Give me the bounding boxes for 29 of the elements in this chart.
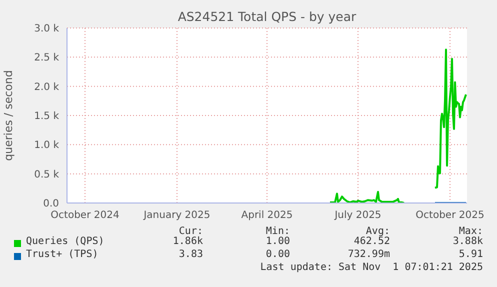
y-tick-label: 2.5 k xyxy=(34,52,60,64)
text: 5.91 xyxy=(458,249,483,260)
x-tick-label: July 2025 xyxy=(334,210,382,222)
y-tick-label: 1.5 k xyxy=(34,111,60,122)
y-tick-label: 2.0 k xyxy=(34,82,60,93)
text: 1.00 xyxy=(266,236,290,247)
text: 0.00 xyxy=(266,249,290,260)
legend-label: Trust+ (TPS) xyxy=(26,249,98,260)
y-tick-label: 0.0 xyxy=(43,198,59,210)
text: Max: xyxy=(458,226,483,237)
y-axis-title: queries / second xyxy=(2,70,15,161)
x-tick-label: October 2025 xyxy=(416,210,484,222)
text: Avg: xyxy=(366,226,390,237)
text: Last update: Sat Nov 1 07:01:21 2025 xyxy=(260,262,483,273)
y-tick-label: 1.0 k xyxy=(34,140,60,152)
legend-label: Queries (QPS) xyxy=(26,236,104,247)
text: 462.52 xyxy=(354,236,390,247)
text: 732.99m xyxy=(348,249,390,260)
x-tick-label: January 2025 xyxy=(142,210,210,222)
y-tick-label: 0.5 k xyxy=(34,169,60,180)
y-tick-label: 3.0 k xyxy=(34,24,60,35)
text: 1.86k xyxy=(172,236,203,247)
text: Cur: xyxy=(178,226,203,237)
x-tick-label: October 2024 xyxy=(50,210,120,222)
x-tick-label: April 2025 xyxy=(241,210,293,222)
text: Min: xyxy=(266,226,290,237)
text: 3.83 xyxy=(178,249,203,260)
text: 3.88k xyxy=(452,236,483,247)
chart-title: AS24521 Total QPS - by year xyxy=(176,9,358,24)
